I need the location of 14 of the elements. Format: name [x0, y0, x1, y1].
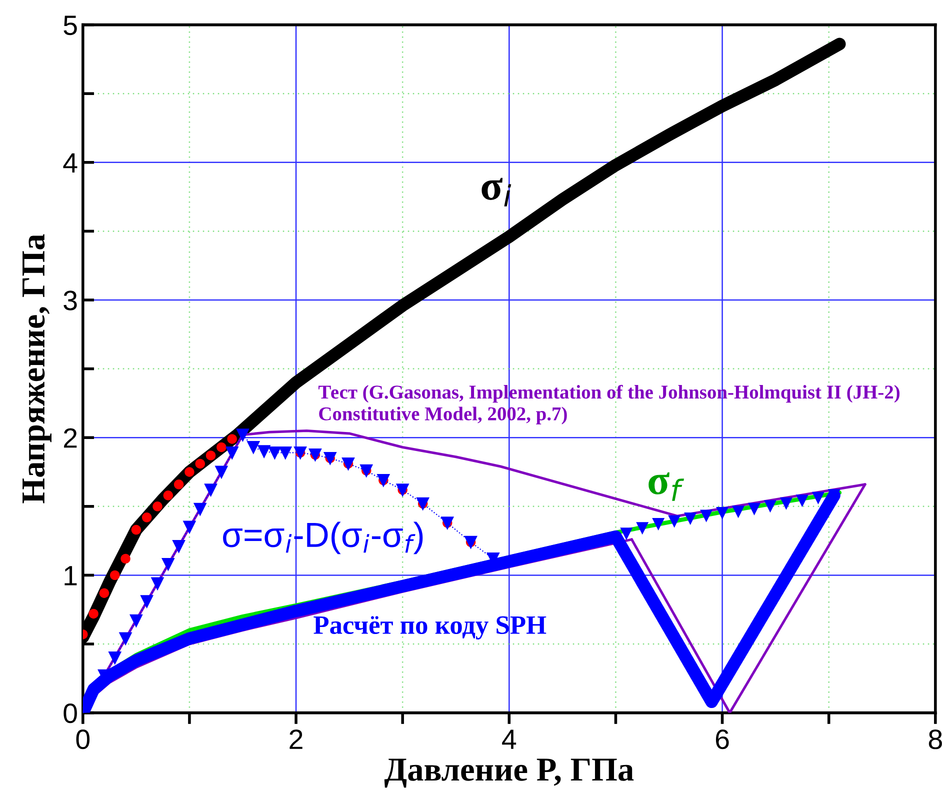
annotation: σ$_{f}$	[648, 472, 684, 501]
y-tick-label: 5	[64, 16, 77, 36]
y-tick-label: 1	[64, 566, 77, 586]
y-tick-label: 0	[64, 703, 77, 724]
x-tick-label: 8	[928, 730, 942, 750]
y-tick-label: 4	[63, 153, 78, 172]
x-tick-label: 6	[716, 730, 729, 750]
y-tick-label: 3	[64, 290, 77, 310]
x-tick-label: 0	[76, 730, 90, 750]
x-tick-label: 4	[502, 730, 516, 749]
x-tick-label: 2	[290, 730, 302, 749]
x-axis-title: Давление P, ГПа	[384, 758, 634, 788]
y-tick-label: 2	[64, 428, 77, 448]
y-axis-title: Напряжение, ГПа	[22, 234, 52, 504]
